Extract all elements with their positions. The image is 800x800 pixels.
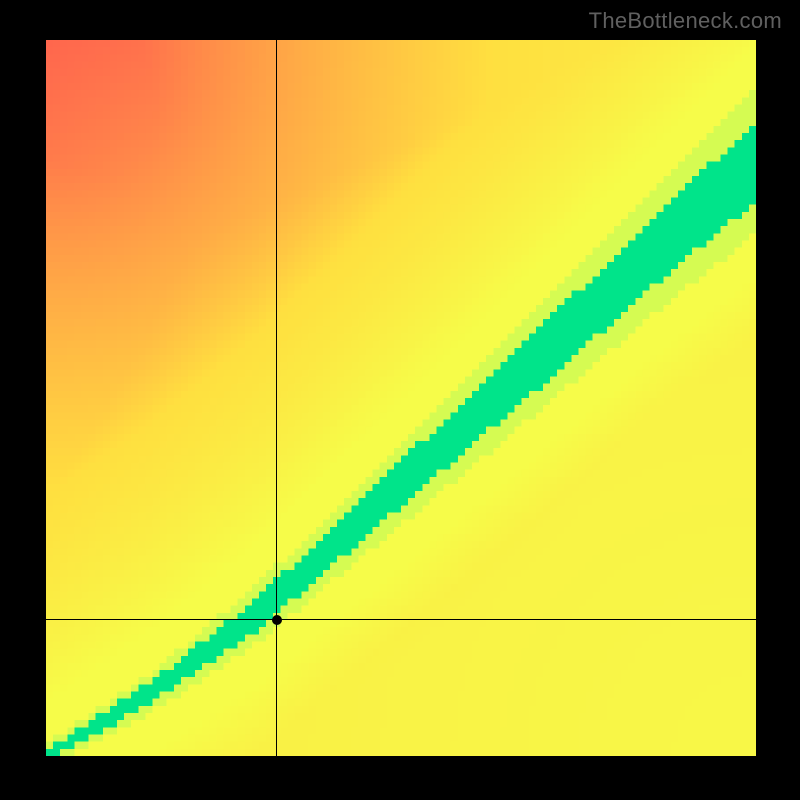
marker-dot: [272, 615, 282, 625]
plot-frame: [46, 40, 756, 756]
crosshair-horizontal: [46, 619, 756, 620]
watermark-text: TheBottleneck.com: [589, 8, 782, 34]
heatmap-canvas: [46, 40, 756, 756]
chart-container: TheBottleneck.com: [0, 0, 800, 800]
crosshair-vertical: [276, 40, 277, 756]
